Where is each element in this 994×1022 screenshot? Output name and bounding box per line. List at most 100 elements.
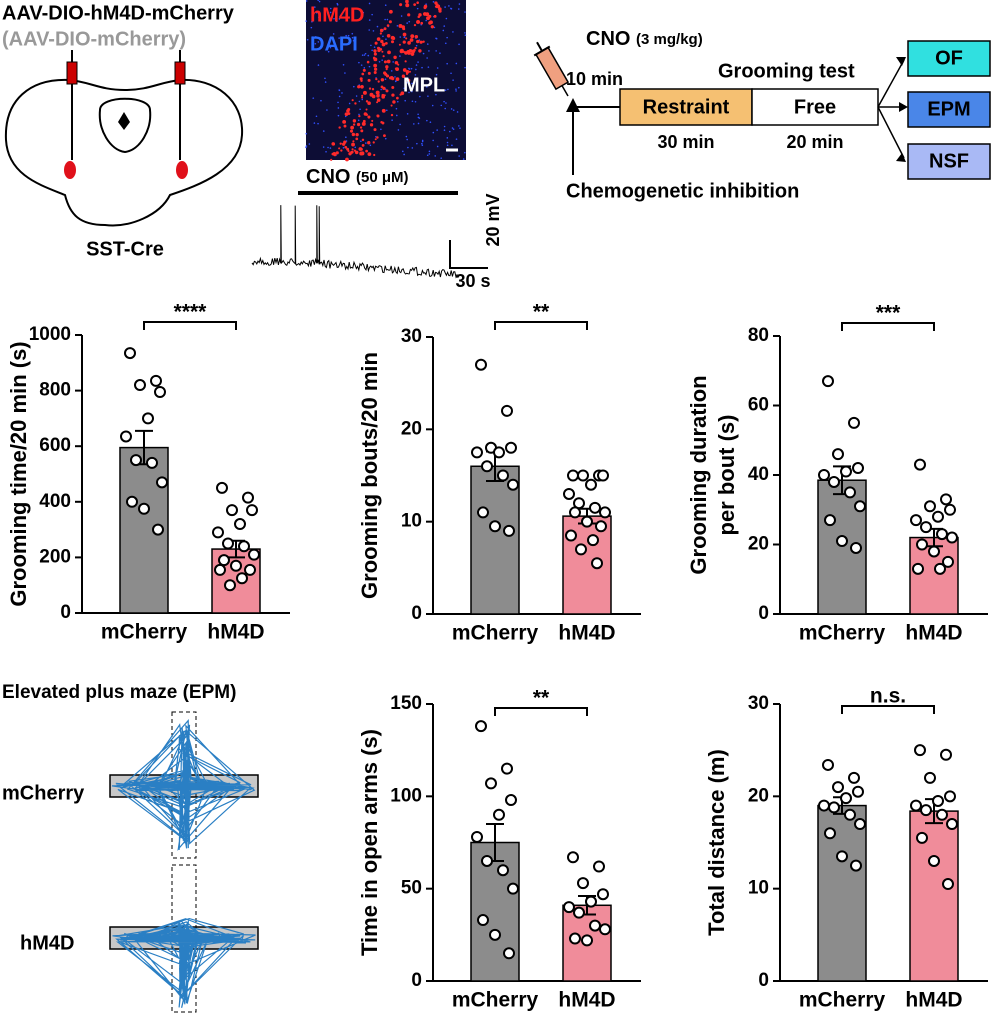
speckle <box>452 128 455 130</box>
speckle <box>458 86 460 89</box>
speckle <box>443 100 445 103</box>
data-point <box>585 895 597 908</box>
speckle <box>373 128 377 132</box>
significance-label: *** <box>876 302 901 325</box>
speckle <box>361 143 365 147</box>
speckle <box>456 111 459 113</box>
data-point <box>852 785 864 798</box>
speckle <box>347 107 351 111</box>
speckle <box>338 147 341 150</box>
data-point <box>212 526 224 539</box>
speckle <box>344 115 347 118</box>
speckle <box>421 80 424 83</box>
drug: CNO <box>306 166 350 188</box>
speckle <box>445 17 448 20</box>
speckle <box>333 17 335 20</box>
speckle <box>388 20 392 24</box>
data-point <box>248 548 260 561</box>
data-point <box>852 462 864 475</box>
y-tick-label: 0 <box>758 603 769 624</box>
speckle <box>337 101 339 104</box>
y-axis-label: Total distance (m) <box>704 749 729 936</box>
speckle <box>457 8 460 10</box>
speckle <box>381 94 386 99</box>
y-axis-label: Grooming duration <box>686 375 711 574</box>
data-point <box>828 801 840 814</box>
chart: 0 50 100 150 Time in open arms (s) mCherry hM4… <box>357 687 641 1012</box>
phase-box <box>751 88 879 126</box>
data-point <box>130 454 142 467</box>
speckle <box>364 52 367 55</box>
speckle <box>398 23 403 28</box>
speckle <box>365 100 369 103</box>
speckle <box>399 3 403 7</box>
speckle <box>365 113 368 116</box>
speckle <box>324 77 326 80</box>
y-tick-label: 100 <box>390 785 422 806</box>
speckle <box>403 36 406 38</box>
speckle <box>322 130 325 132</box>
test-label: Grooming test <box>718 60 855 82</box>
speckle <box>392 100 396 104</box>
data-point <box>501 404 513 417</box>
data-point <box>142 412 154 425</box>
data-point <box>932 794 944 807</box>
speckle <box>367 54 370 57</box>
speckle <box>371 49 373 52</box>
data-point <box>840 465 852 478</box>
significance-bracket <box>841 322 935 331</box>
speckle <box>436 145 439 148</box>
speckle <box>437 7 442 11</box>
speckle <box>458 43 460 46</box>
speckle <box>386 24 390 27</box>
speckle <box>408 48 413 53</box>
significance-bracket <box>143 321 237 330</box>
speckle <box>408 91 410 94</box>
significance-label: n.s. <box>870 685 906 708</box>
speckle <box>446 62 448 65</box>
x-tick-label: hM4D <box>558 622 615 645</box>
speckle <box>379 28 384 33</box>
speckle <box>450 72 452 75</box>
speckle <box>338 95 341 98</box>
speckle <box>402 40 406 44</box>
data-point <box>840 792 852 805</box>
x-tick-label: hM4D <box>905 622 962 645</box>
speckle <box>426 119 428 122</box>
speckle <box>417 116 420 119</box>
speckle <box>358 147 363 151</box>
speckle <box>372 30 375 32</box>
data-point <box>477 914 489 927</box>
speckle <box>345 157 349 162</box>
data-point <box>471 446 483 459</box>
speckle <box>322 146 325 148</box>
speckle <box>373 67 378 71</box>
significance-label: **** <box>174 301 208 324</box>
speckle <box>403 153 405 156</box>
x-tick-label: hM4D <box>207 621 264 644</box>
speckle <box>446 144 449 147</box>
speckle <box>351 142 355 147</box>
speckle <box>385 68 388 71</box>
speckle <box>381 59 383 61</box>
speckle <box>396 100 399 103</box>
speckle <box>435 73 438 76</box>
speckle <box>330 158 333 161</box>
speckle <box>315 115 318 118</box>
speckle <box>329 7 332 10</box>
y-tick-label: 80 <box>748 325 769 346</box>
test-box <box>907 143 991 180</box>
speckle <box>445 102 447 104</box>
speckle <box>387 50 391 55</box>
data-point <box>942 555 954 568</box>
data-point <box>587 534 599 547</box>
speckle <box>318 16 320 19</box>
data-point <box>599 506 611 519</box>
y-tick-label: 150 <box>390 693 422 714</box>
speckle <box>436 67 439 69</box>
speckle <box>369 144 372 147</box>
data-point <box>505 441 517 454</box>
speckle <box>464 151 466 154</box>
speckle <box>355 137 359 141</box>
data-point <box>934 562 946 575</box>
